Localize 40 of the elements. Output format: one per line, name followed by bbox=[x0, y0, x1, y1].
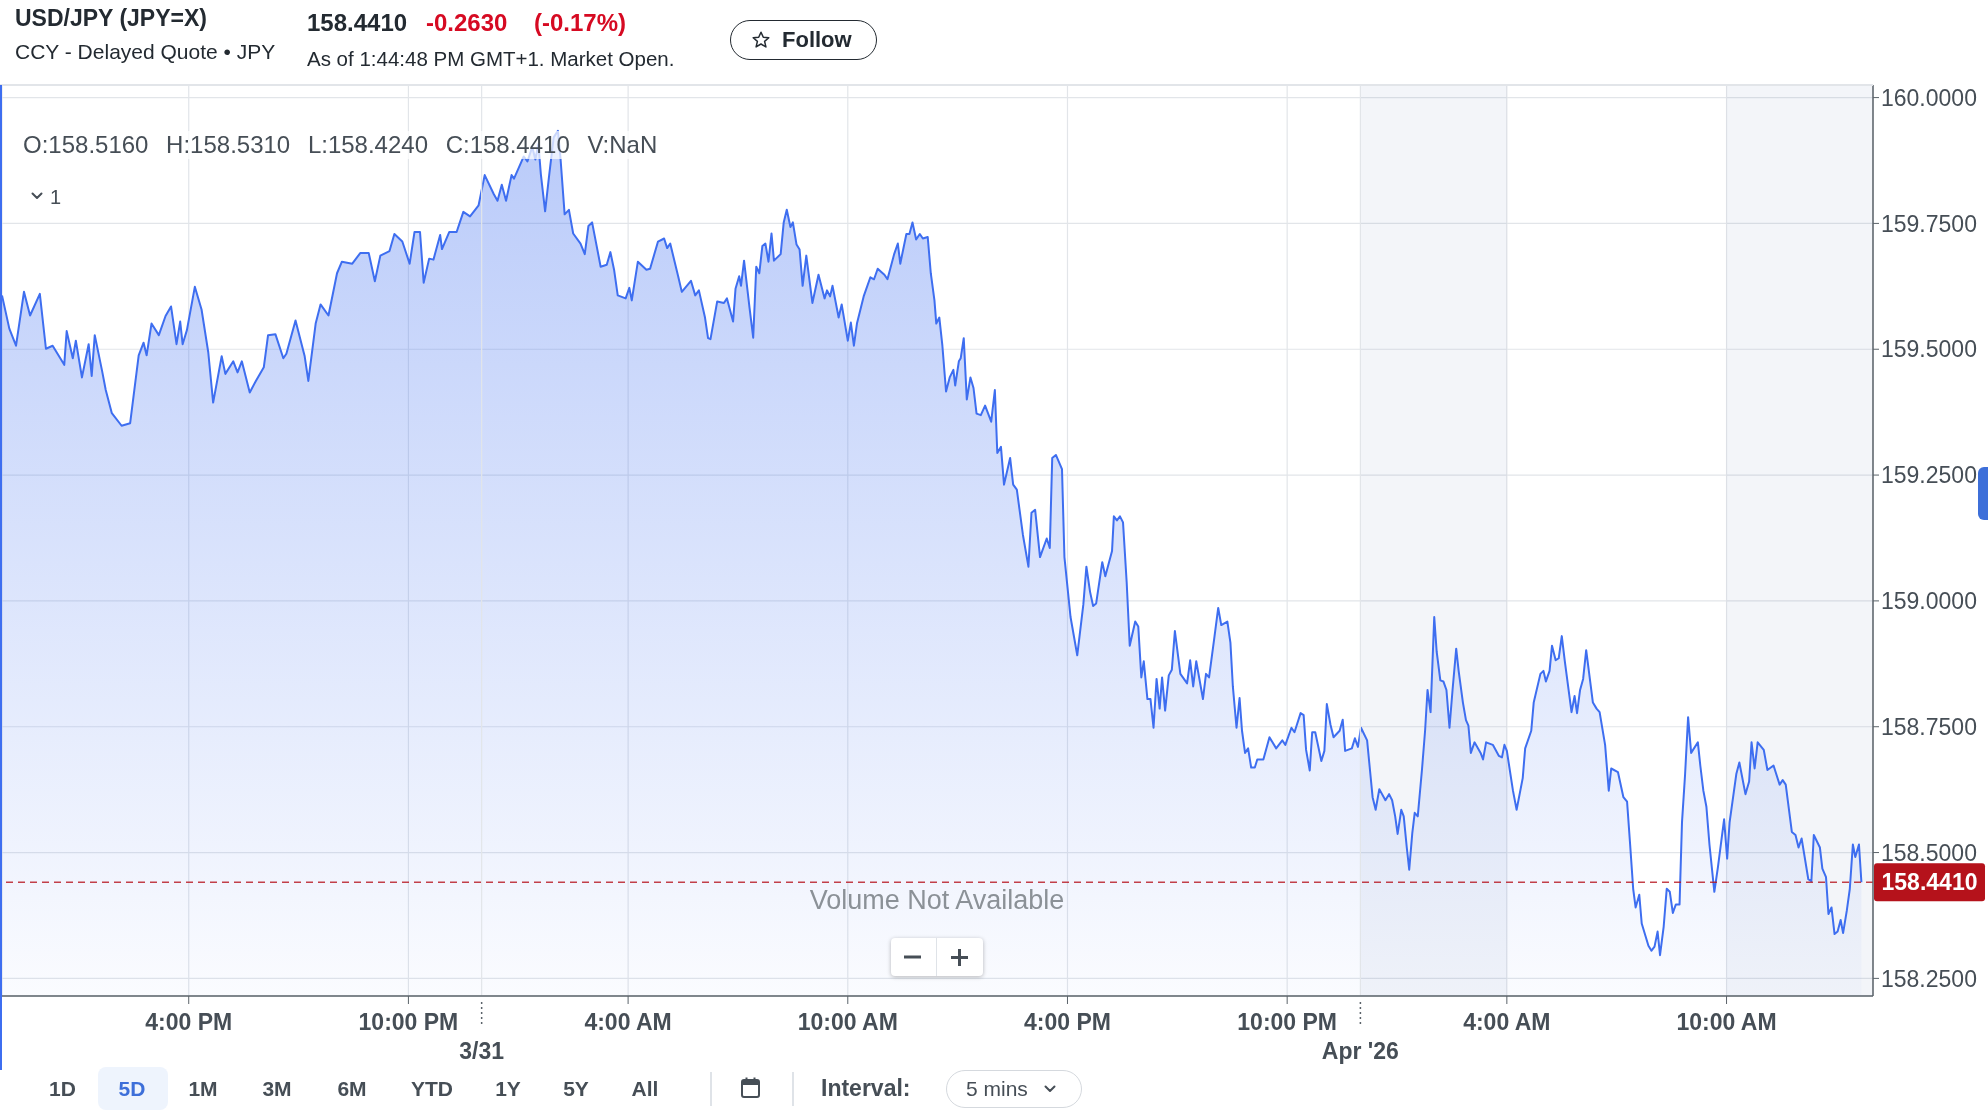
y-tick-label: 158.5000 bbox=[1881, 839, 1977, 866]
text: Interval: bbox=[821, 1075, 911, 1103]
y-tick-label: 158.7500 bbox=[1881, 713, 1977, 740]
x-tick-label: 10:00 PM bbox=[1237, 1009, 1338, 1036]
y-tick-label: 159.5000 bbox=[1881, 336, 1977, 363]
text: 158.4410 bbox=[307, 8, 408, 38]
text: (-0.17%) bbox=[534, 8, 627, 38]
text: 6M bbox=[337, 1076, 367, 1102]
y-tick-label: 158.2500 bbox=[1881, 965, 1977, 992]
text: 3M bbox=[262, 1076, 292, 1102]
y-tick-label: 159.7500 bbox=[1881, 210, 1977, 237]
annotation: O:158.5160 H:158.5310 L:158.4240 C:158.4410 V:NaN bbox=[23, 130, 658, 160]
ref-line-label: Apr '26 bbox=[1321, 1038, 1399, 1064]
x-tick-label: 10:00 AM bbox=[1676, 1009, 1777, 1036]
text: Follow bbox=[782, 26, 852, 54]
text: All bbox=[631, 1076, 659, 1102]
text: 5D bbox=[118, 1076, 146, 1102]
chart-title: USD/JPY (JPY=X) bbox=[15, 4, 207, 32]
text: -0.2630 bbox=[426, 8, 508, 38]
annotation: Volume Not Available bbox=[809, 883, 1065, 917]
text: YTD bbox=[411, 1076, 453, 1102]
y-tick-label: 159.0000 bbox=[1881, 588, 1977, 615]
text: 1M bbox=[188, 1076, 218, 1102]
x-tick-label: 4:00 AM bbox=[1463, 1009, 1551, 1036]
x-tick-label: 4:00 AM bbox=[584, 1009, 672, 1036]
text: 5Y bbox=[563, 1076, 589, 1102]
text: As of 1:44:48 PM GMT+1. Market Open. bbox=[307, 46, 675, 72]
x-tick-label: 10:00 AM bbox=[797, 1009, 898, 1036]
chart-subtitle: CCY - Delayed Quote • JPY bbox=[15, 39, 276, 65]
y-tick-label: 159.2500 bbox=[1881, 462, 1977, 489]
text: 5 mins bbox=[966, 1076, 1028, 1102]
text: 1D bbox=[49, 1076, 76, 1102]
annotation: 1 bbox=[50, 185, 62, 209]
ref-line-label: 158.4410 bbox=[1881, 869, 1978, 896]
y-tick-label: 160.0000 bbox=[1881, 84, 1977, 111]
x-tick-label: 10:00 PM bbox=[358, 1009, 459, 1036]
text: 1Y bbox=[495, 1076, 521, 1102]
ref-line-label: 3/31 bbox=[459, 1038, 505, 1064]
x-tick-label: 4:00 PM bbox=[1024, 1009, 1111, 1036]
x-tick-label: 4:00 PM bbox=[145, 1009, 233, 1036]
